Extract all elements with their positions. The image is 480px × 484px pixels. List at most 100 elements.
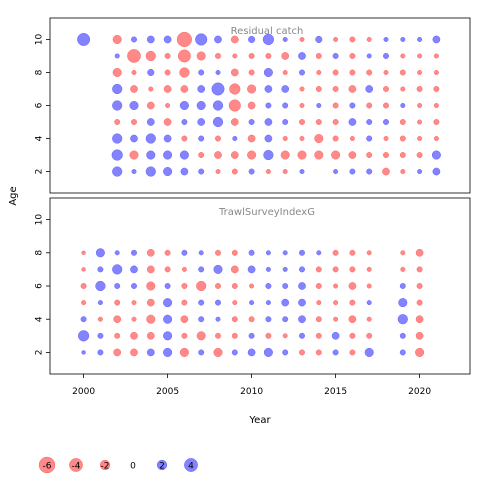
bubble [282, 136, 288, 142]
bubble [348, 282, 357, 290]
y-tick-label: 4 [35, 316, 45, 322]
bubble [114, 53, 120, 59]
bubble [232, 300, 238, 306]
bubble [228, 99, 241, 112]
bubble [114, 250, 120, 256]
legend: -6 -4 -2 0 2 4 [38, 456, 198, 474]
panel-title: Residual catch [231, 26, 304, 37]
x-axis-label: Year [248, 415, 271, 426]
bubble [282, 349, 289, 356]
bubble [415, 347, 425, 357]
bubble [81, 350, 86, 355]
bubble [129, 150, 139, 160]
bubble [431, 150, 441, 160]
bubble [163, 314, 173, 324]
bubble [264, 85, 273, 93]
bubble [231, 332, 238, 339]
bubble [215, 299, 221, 306]
bubble [262, 33, 274, 46]
bubble [299, 332, 305, 339]
bubble [212, 116, 224, 128]
bubble [400, 169, 406, 175]
panel-residual-catch: Residual catch 2 4 6 8 10 [35, 17, 471, 194]
bubble [349, 102, 356, 109]
bubble [433, 103, 439, 108]
bubble [196, 280, 207, 292]
bubble [197, 118, 206, 126]
bubble [95, 280, 106, 292]
x-axis: 2000 2005 2010 2015 2020 [72, 374, 431, 397]
bubble [163, 150, 173, 160]
bubble [198, 316, 205, 323]
bubble [231, 249, 238, 256]
bubble [348, 85, 357, 93]
bubble [314, 150, 324, 160]
legend-bubble [156, 459, 168, 471]
bubble [114, 299, 121, 306]
bubble [265, 283, 272, 289]
bubble [113, 315, 122, 324]
bubble [248, 119, 255, 125]
y-axis-ticks: 2 4 6 8 10 [35, 33, 50, 174]
bubble [248, 35, 256, 43]
bubble [198, 266, 205, 273]
y-tick-label: 8 [35, 69, 45, 75]
bubble [215, 283, 221, 289]
bubble [198, 152, 205, 158]
bubble [111, 149, 123, 161]
bubble [366, 69, 373, 76]
bubble [397, 314, 408, 325]
bubble [230, 151, 239, 159]
bubble [181, 283, 188, 289]
bubble [97, 349, 104, 356]
bubble [230, 265, 239, 274]
bubble [247, 134, 256, 143]
bubble [195, 33, 208, 46]
bubble [131, 36, 137, 43]
bubble [164, 283, 171, 289]
bubble [181, 135, 188, 142]
bubble [211, 82, 225, 96]
legend-label: -2 [101, 462, 110, 472]
bubble [366, 119, 373, 125]
x-tick-label: 2010 [240, 387, 263, 397]
bubble [349, 332, 356, 339]
bubble [130, 265, 138, 274]
bubble [181, 119, 188, 125]
bubble [298, 298, 306, 307]
bubble [146, 118, 155, 126]
bubble [399, 332, 406, 339]
bubble [299, 249, 305, 256]
bubble [130, 85, 138, 93]
bubble [112, 83, 123, 95]
bubble [112, 133, 123, 144]
bubble [282, 283, 289, 289]
bubble [280, 150, 290, 160]
y-tick-label: 8 [35, 250, 45, 256]
bubble [366, 283, 372, 289]
bubble [383, 119, 389, 125]
bubble [114, 119, 121, 125]
bubble [265, 316, 272, 323]
bubble [383, 102, 389, 109]
legend-bubble [69, 458, 83, 472]
bubble [232, 136, 238, 142]
y-tick-label: 4 [35, 135, 45, 141]
bubble [230, 35, 239, 44]
bubble [282, 36, 288, 42]
bubble [215, 69, 221, 75]
bubble [365, 85, 374, 93]
bubble [399, 135, 406, 142]
bubble [181, 332, 188, 339]
bubble [282, 69, 288, 75]
bubble [332, 69, 339, 76]
y-axis-label: Age [8, 186, 19, 205]
bubble [332, 135, 339, 142]
bubble [298, 315, 306, 324]
bubble [299, 349, 305, 356]
bubble [314, 134, 324, 144]
bubble [383, 69, 389, 75]
bubble [333, 300, 339, 306]
bubble [383, 36, 389, 42]
